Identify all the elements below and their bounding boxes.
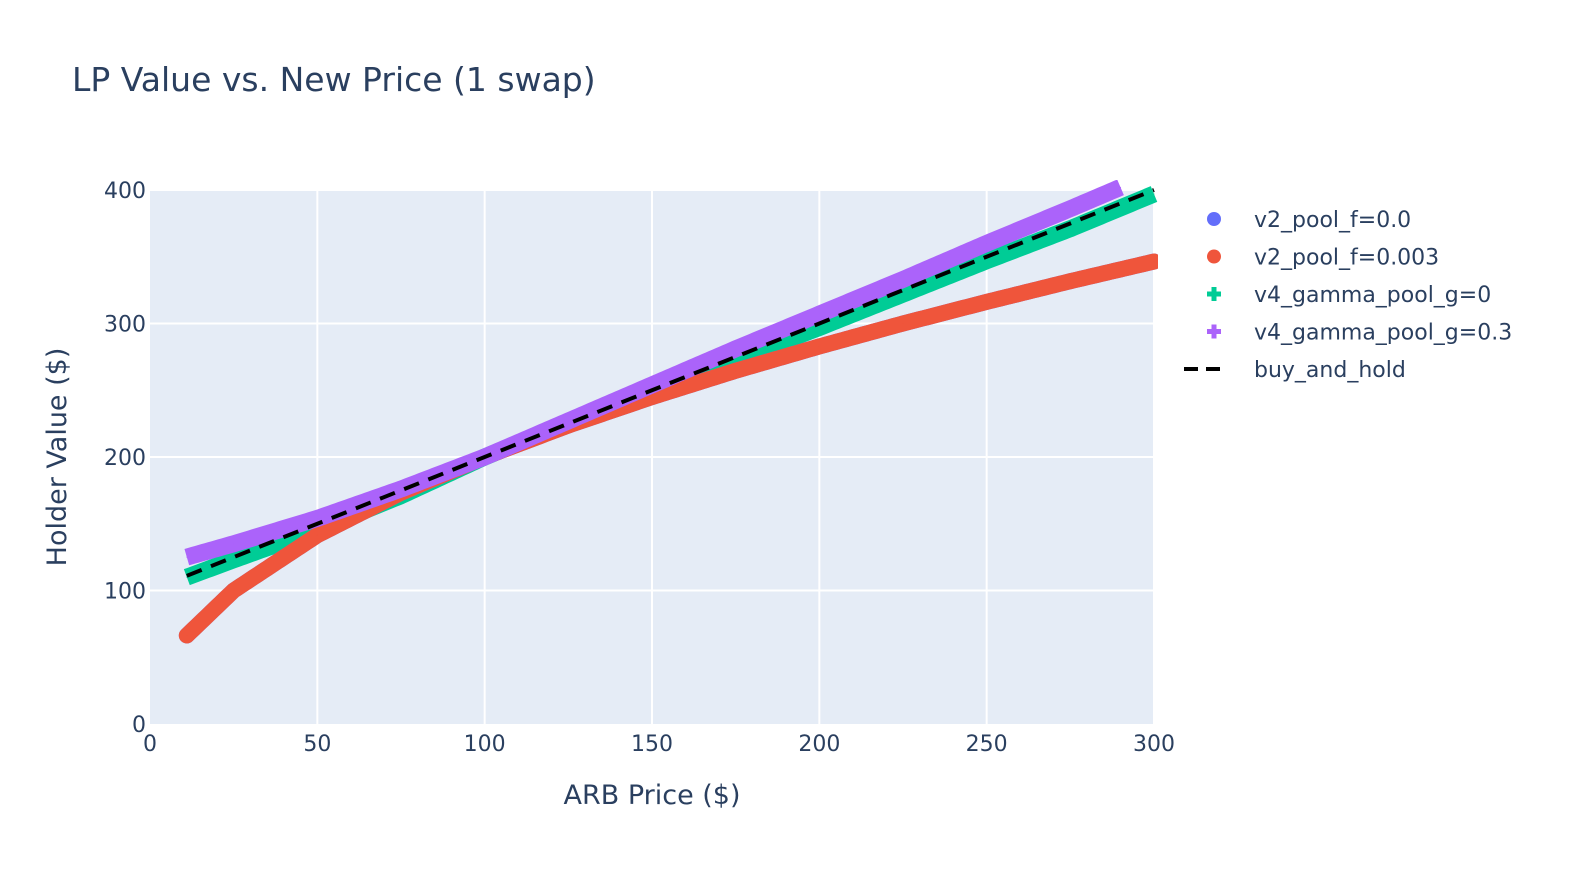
data-point: [1153, 261, 1155, 263]
data-point: [316, 534, 318, 536]
data-point: [735, 359, 737, 361]
y-tick-label: 200: [104, 446, 146, 471]
legend-item-v2-pool-f-0-003[interactable]: v2_pool_f=0.003: [1207, 246, 1439, 271]
data-point: [1153, 193, 1155, 195]
legend-label: v4_gamma_pool_g=0: [1254, 283, 1491, 308]
data-point: [1069, 280, 1071, 282]
data-point: [567, 420, 569, 422]
data-point: [1069, 228, 1071, 230]
data-point: [735, 370, 737, 372]
data-point: [186, 556, 188, 558]
series-band-v4-gamma-pool-g-0-3: [181, 180, 1126, 566]
legend-label: v2_pool_f=0.003: [1254, 246, 1439, 271]
data-point: [902, 323, 904, 324]
data-point: [233, 543, 235, 545]
data-point: [186, 634, 188, 636]
y-tick-label: 100: [104, 580, 146, 605]
legend[interactable]: v2_pool_f=0.0 v2_pool_f=0.003 v4_gamma_poo…: [1184, 208, 1512, 383]
data-point: [818, 313, 820, 315]
data-point: [986, 242, 988, 244]
y-axis-title: Holder Value ($): [42, 348, 73, 567]
legend-label: v4_gamma_pool_g=0.3: [1254, 321, 1512, 346]
data-point: [400, 488, 402, 490]
data-point: [902, 278, 904, 280]
data-point: [818, 345, 820, 347]
data-point: [651, 396, 653, 398]
x-tick-label: 0: [143, 732, 157, 757]
legend-label: buy_and_hold: [1254, 358, 1406, 383]
y-tick-label: 300: [104, 313, 146, 338]
data-point: [316, 517, 318, 519]
legend-marker-cross: [1207, 324, 1221, 339]
data-point: [902, 293, 904, 295]
data-point: [651, 384, 653, 386]
data-point: [233, 559, 235, 561]
data-point: [735, 348, 737, 350]
series-line-buy-and-hold: [186, 188, 1155, 578]
data-point: [1120, 186, 1122, 188]
legend-marker-circle: [1207, 249, 1221, 264]
legend-item-v4-gamma-pool-g-0[interactable]: v4_gamma_pool_g=0: [1207, 283, 1491, 308]
x-tick-label: 250: [966, 732, 1008, 757]
x-axis-title: ARB Price ($): [563, 780, 740, 811]
data-point: [186, 576, 188, 578]
legend-marker-circle: [1207, 212, 1221, 226]
x-tick-label: 50: [303, 732, 331, 757]
series-group: [178, 180, 1158, 644]
x-tick-label: 200: [798, 732, 840, 757]
data-point: [986, 301, 988, 303]
legend-label: v2_pool_f=0.0: [1254, 208, 1411, 233]
data-point: [233, 590, 235, 591]
tick-labels: 0 50 100 150 200 250 300 0 100 200 300 400: [104, 179, 1175, 757]
x-tick-label: 100: [464, 732, 506, 757]
chart-title: LP Value vs. New Price (1 swap): [72, 60, 596, 99]
y-tick-label: 0: [132, 713, 146, 738]
x-tick-label: 150: [631, 732, 673, 757]
x-tick-label: 300: [1133, 732, 1175, 757]
series-band-v2-pool-f-0-003: [178, 253, 1158, 644]
data-point: [986, 260, 988, 262]
legend-marker-cross: [1207, 287, 1221, 301]
legend-item-v4-gamma-pool-g-0-3[interactable]: v4_gamma_pool_g=0.3: [1207, 321, 1512, 346]
data-point: [818, 327, 820, 329]
data-point: [1069, 208, 1071, 210]
y-tick-label: 400: [104, 179, 146, 204]
legend-item-v2-pool-f-0-0[interactable]: v2_pool_f=0.0: [1207, 208, 1411, 233]
legend-item-buy-and-hold[interactable]: buy_and_hold: [1184, 358, 1406, 383]
